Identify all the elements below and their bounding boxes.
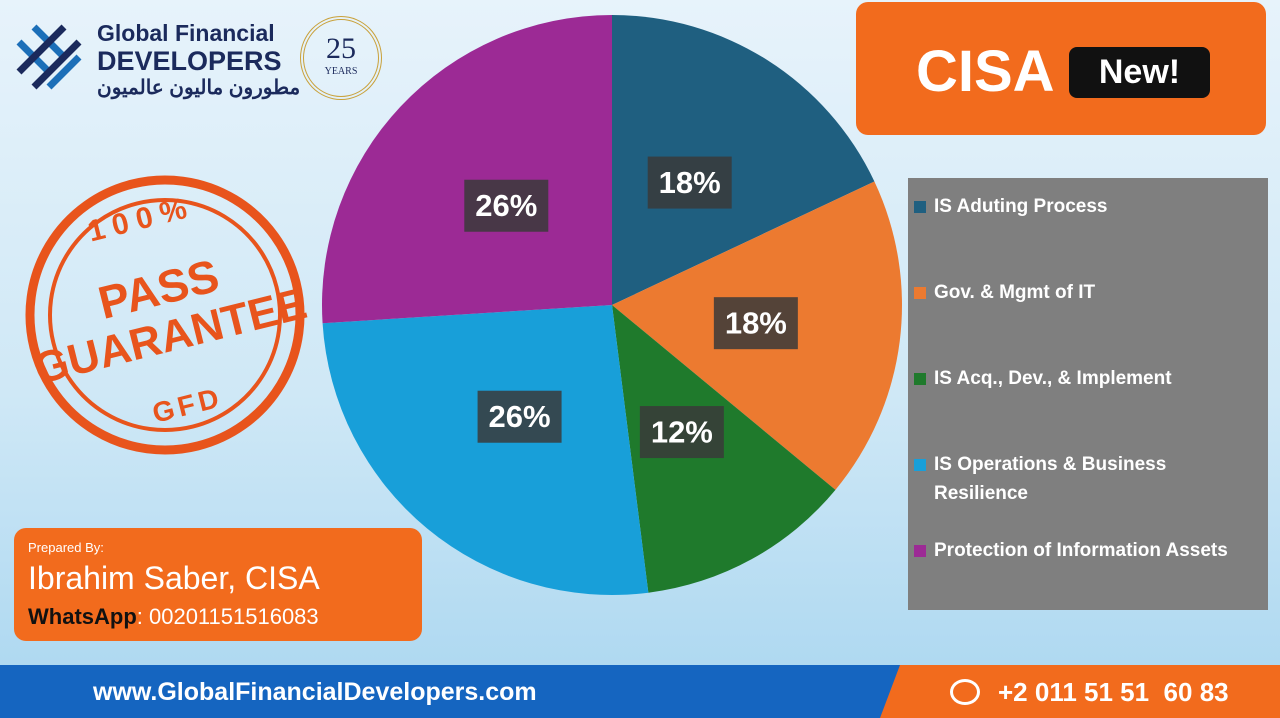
legend-item: IS Operations & Business Resilience xyxy=(914,450,1244,508)
logo-line1: Global Financial xyxy=(97,20,275,46)
value-label: 18% xyxy=(659,165,721,200)
pie-slice xyxy=(612,15,875,305)
label-box xyxy=(477,390,562,443)
legend-label: Protection of Information Assets xyxy=(934,540,1228,561)
legend-item: IS Acq., Dev., & Implement xyxy=(914,364,1244,393)
logo-arabic: مطورون ماليون عالميون xyxy=(97,77,301,99)
logo-mark xyxy=(16,24,82,90)
author-caption: Prepared By: xyxy=(28,540,104,555)
stamp-ring xyxy=(48,198,282,432)
value-label: 18% xyxy=(725,305,787,340)
contact-label: WhatsApp xyxy=(28,604,137,629)
value-label: 26% xyxy=(489,399,551,434)
legend-swatch xyxy=(914,287,926,299)
logo-icon xyxy=(14,22,84,92)
footer-website: www.GlobalFinancialDevelopers.com xyxy=(93,678,537,706)
footer-phone: +2 011 51 51 60 83 xyxy=(998,677,1229,707)
stamp-ring xyxy=(25,175,305,455)
pie: 18% 18% 12% 26% 26% xyxy=(321,15,902,595)
new-tag: New! xyxy=(1069,47,1210,98)
label-box xyxy=(647,156,732,209)
anniversary-number: 25 xyxy=(326,32,356,65)
legend-swatch xyxy=(914,373,926,385)
value-label: 12% xyxy=(651,414,713,449)
legend-item: Protection of Information Assets xyxy=(914,536,1244,565)
legend-label: IS Operations & Business Resilience xyxy=(934,454,1167,504)
logo-line2: DEVELOPERS xyxy=(97,46,282,76)
legend-swatch xyxy=(914,459,926,471)
author-contact: WhatsApp: 00201151516083 xyxy=(28,604,319,630)
legend-item: Gov. & Mgmt of IT xyxy=(914,278,1244,307)
label-box xyxy=(639,406,724,459)
anniversary-label: YEARS xyxy=(324,66,358,77)
pie-slice xyxy=(321,15,612,324)
footer: www.GlobalFinancialDevelopers.com +2 011… xyxy=(0,665,1280,718)
legend-swatch xyxy=(914,545,926,557)
label-box xyxy=(713,297,798,350)
legend: IS Aduting Process Gov. & Mgmt of IT IS Ac… xyxy=(908,178,1268,610)
footer-phone-box xyxy=(880,665,1280,718)
stamp: 100% PASS GUARANTEE GFD xyxy=(25,175,311,455)
author-name: Ibrahim Saber, CISA xyxy=(28,560,320,596)
author-box: Prepared By: Ibrahim Saber, CISA WhatsAp… xyxy=(14,528,422,641)
legend-swatch xyxy=(914,201,926,213)
value-label: 26% xyxy=(475,188,537,223)
stamp-bottom: GFD xyxy=(149,381,225,428)
cert-title: CISA xyxy=(916,39,1055,104)
label-box xyxy=(464,179,549,232)
logo-text: Global Financial DEVELOPERS مطورون ماليو… xyxy=(97,20,300,100)
legend-label: Gov. & Mgmt of IT xyxy=(934,282,1096,303)
cert-badge: CISA New! xyxy=(856,2,1266,135)
anniversary-badge: 25 YEARS xyxy=(300,16,382,100)
legend-item: IS Aduting Process xyxy=(914,192,1244,221)
legend-label: IS Acq., Dev., & Implement xyxy=(934,368,1172,389)
whatsapp-icon xyxy=(950,679,980,705)
pie-slice xyxy=(322,305,649,595)
contact-number: : 00201151516083 xyxy=(136,604,319,629)
legend-label: IS Aduting Process xyxy=(934,196,1108,217)
